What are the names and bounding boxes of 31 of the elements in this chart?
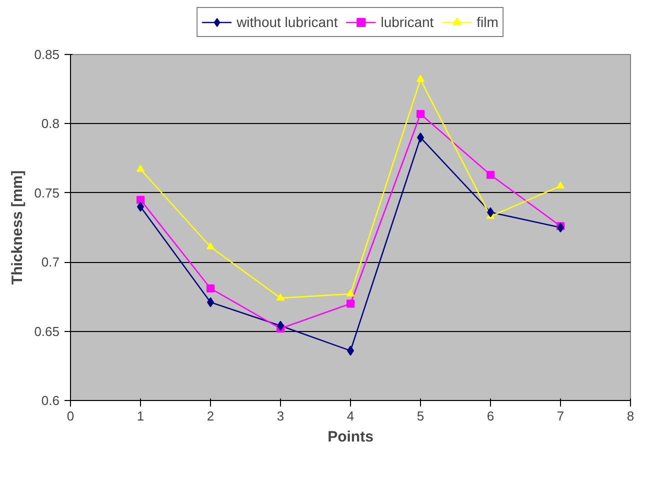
legend-label: film [476, 14, 498, 30]
y-tick-label: 0.7 [41, 254, 60, 270]
point [136, 196, 144, 204]
x-tick-label: 6 [486, 408, 494, 424]
point [346, 289, 354, 296]
point [136, 164, 144, 172]
y-tick-label: 0.6 [41, 393, 60, 408]
point [206, 242, 214, 250]
point [416, 74, 424, 82]
point [206, 284, 214, 292]
y-tick-label: 0.75 [34, 185, 60, 200]
legend-label: without lubricant [236, 14, 338, 30]
y-tick-label: 0.85 [34, 47, 60, 62]
x-tick-label: 5 [416, 408, 424, 424]
x-tick-label: 3 [276, 408, 284, 424]
x-axis-title: Points [328, 428, 374, 446]
point [556, 181, 564, 188]
point [346, 300, 354, 308]
x-tick-label: 8 [626, 408, 634, 424]
legend-label: lubricant [380, 14, 434, 30]
y-tick-label: 0.65 [34, 324, 60, 339]
x-tick-label: 0 [66, 408, 74, 424]
x-tick-label: 4 [346, 408, 354, 424]
point [276, 294, 284, 301]
y-tick-label: 0.8 [41, 116, 60, 132]
point [416, 110, 424, 118]
x-tick-label: 7 [556, 408, 564, 424]
point [486, 170, 494, 179]
x-tick-label: 1 [136, 408, 144, 424]
x-tick-label: 2 [206, 408, 214, 424]
y-axis-title: Thickness [mm] [9, 170, 26, 285]
